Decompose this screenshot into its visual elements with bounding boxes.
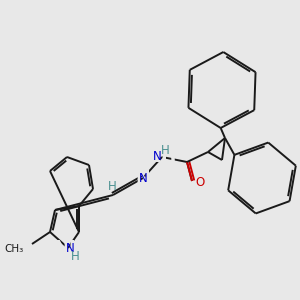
Text: N: N	[139, 172, 147, 184]
Text: N: N	[153, 151, 161, 164]
Text: H: H	[160, 143, 169, 157]
Text: NH: NH	[53, 239, 85, 259]
Text: H: H	[70, 250, 80, 263]
Text: H: H	[108, 181, 116, 194]
Text: O: O	[195, 176, 205, 190]
Text: N: N	[66, 242, 74, 254]
Text: CH₃: CH₃	[5, 244, 24, 254]
Text: NH: NH	[145, 148, 177, 166]
Text: N: N	[136, 169, 150, 187]
